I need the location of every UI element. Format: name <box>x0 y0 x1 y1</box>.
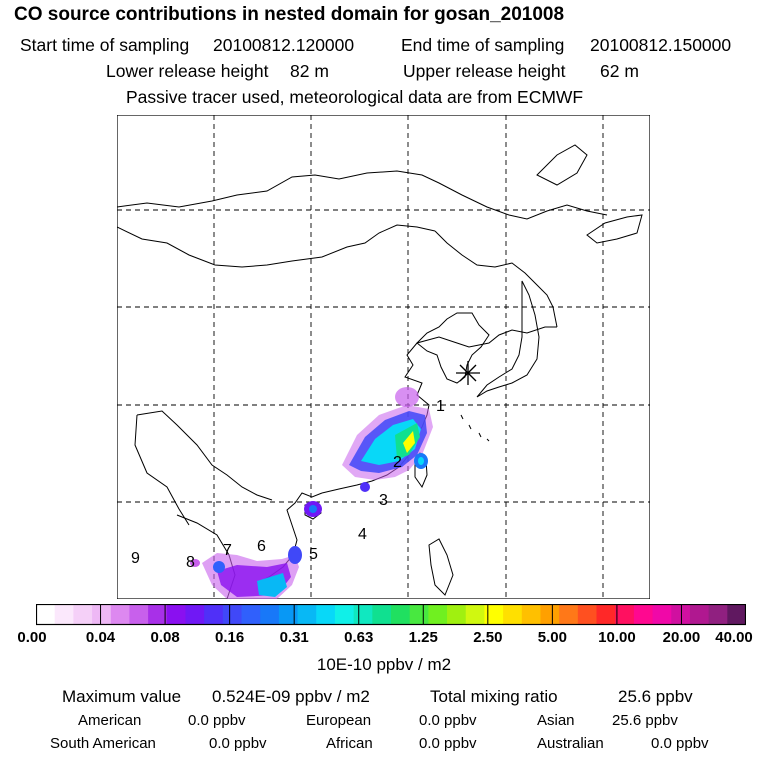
total-mixing-value: 25.6 ppbv <box>618 687 693 706</box>
colorbar-cell <box>727 604 746 625</box>
max-value-label: Maximum value <box>62 687 182 706</box>
start-time-label: Start time of sampling <box>20 35 190 55</box>
colorbar-cell <box>447 604 467 625</box>
colorbar-cell <box>73 604 93 625</box>
colorbar-cell <box>353 604 373 625</box>
region-label-8: 8 <box>186 554 195 571</box>
colorbar-frame <box>36 604 746 626</box>
colorbar-cell <box>577 604 598 625</box>
colorbar-cell <box>166 604 187 625</box>
map-frame <box>117 115 650 599</box>
colorbar-tick-label: 0.08 <box>150 629 180 646</box>
colorbar-cell <box>241 604 261 625</box>
region-label-3: 3 <box>379 492 388 509</box>
colorbar-tick-label: 40.00 <box>715 629 753 646</box>
plume-footprint <box>190 387 433 599</box>
lower-height-value: 82 m <box>290 61 329 81</box>
end-time-label: End time of sampling <box>401 35 565 55</box>
start-time-value: 20100812.120000 <box>213 35 355 55</box>
colorbar-tick-label: 0.31 <box>279 629 309 646</box>
african-value: 0.0 ppbv <box>419 735 477 752</box>
australian-value: 0.0 ppbv <box>651 735 709 752</box>
colorbar-tick-label: 10.00 <box>598 629 636 646</box>
upper-height-label: Upper release height <box>403 61 566 81</box>
colorbar-cell <box>596 604 616 625</box>
colorbar-tick-label: 20.00 <box>662 629 701 646</box>
colorbar-cell <box>222 604 243 625</box>
south-american-label: South American <box>50 735 156 752</box>
region-label-4: 4 <box>358 526 367 543</box>
colorbar-cell <box>129 604 149 625</box>
colorbar-tick-label: 0.04 <box>85 629 116 646</box>
american-value: 0.0 ppbv <box>188 712 246 729</box>
colorbar-tick-label: 0.16 <box>215 629 245 646</box>
colorbar-cell <box>671 604 691 625</box>
colorbar-cell <box>615 604 635 625</box>
colorbar-cell <box>278 604 299 625</box>
african-label: African <box>326 735 373 752</box>
region-label-2: 2 <box>393 454 402 471</box>
map-panel: 1 2 3 4 5 6 7 8 9 <box>117 115 650 599</box>
colorbar-tick-label: 2.50 <box>473 629 503 646</box>
colorbar-units: 10E-10 ppbv / m2 <box>316 655 452 674</box>
colorbar-tick-label: 5.00 <box>537 629 567 646</box>
colorbar-cell <box>559 604 579 625</box>
region-label-9: 9 <box>131 550 140 567</box>
graticule <box>117 115 650 599</box>
upper-height-value: 62 m <box>600 61 639 81</box>
colorbar-cell <box>148 604 168 625</box>
colorbar-cell <box>260 604 280 625</box>
colorbar-cell <box>316 604 336 625</box>
model-note: Passive tracer used, meteorological data… <box>126 87 584 107</box>
colorbar-cell <box>465 604 486 625</box>
asian-value: 25.6 ppbv <box>612 712 678 729</box>
colorbar-cell <box>409 604 429 625</box>
colorbar-cell <box>185 604 205 625</box>
colorbar-cell <box>484 604 504 625</box>
region-label-1: 1 <box>436 398 445 415</box>
south-american-value: 0.0 ppbv <box>209 735 267 752</box>
asian-label: Asian <box>537 712 575 729</box>
colorbar-tick-label: 0.00 <box>17 629 47 646</box>
colorbar-cell <box>633 604 654 625</box>
colorbar-cell <box>708 604 728 625</box>
colorbar-cell <box>391 604 411 625</box>
european-value: 0.0 ppbv <box>419 712 477 729</box>
colorbar-cell <box>54 604 74 625</box>
colorbar-cell <box>503 604 523 625</box>
colorbar-tick-label: 1.25 <box>408 629 438 646</box>
colorbar-cell <box>652 604 672 625</box>
colorbar-cell <box>334 604 355 625</box>
colorbar-cell <box>297 604 317 625</box>
end-time-value: 20100812.150000 <box>590 35 732 55</box>
max-value: 0.524E-09 ppbv / m2 <box>212 687 370 706</box>
colorbar-dividers <box>100 604 682 625</box>
total-mixing-label: Total mixing ratio <box>430 687 558 706</box>
asterisk-icon <box>456 361 480 385</box>
american-label: American <box>78 712 142 729</box>
colorbar-cell <box>372 604 392 625</box>
australian-label: Australian <box>537 735 604 752</box>
colorbar-cell <box>521 604 542 625</box>
region-label-5: 5 <box>309 546 318 563</box>
colorbar-cell <box>689 604 710 625</box>
colorbar-cell <box>36 604 56 625</box>
european-label: European <box>306 712 372 729</box>
colorbar-cells <box>36 604 746 625</box>
region-label-7: 7 <box>223 542 232 559</box>
lower-height-label: Lower release height <box>106 61 269 81</box>
colorbar-cell <box>540 604 560 625</box>
colorbar-cell <box>428 604 448 625</box>
colorbar-cell <box>92 604 112 625</box>
colorbar-cell <box>204 604 224 625</box>
region-label-6: 6 <box>257 538 266 555</box>
colorbar <box>36 604 746 626</box>
colorbar-tick-label: 0.63 <box>344 629 374 646</box>
map-title: CO source contributions in nested domain… <box>14 4 565 25</box>
colorbar-cell <box>110 604 131 625</box>
